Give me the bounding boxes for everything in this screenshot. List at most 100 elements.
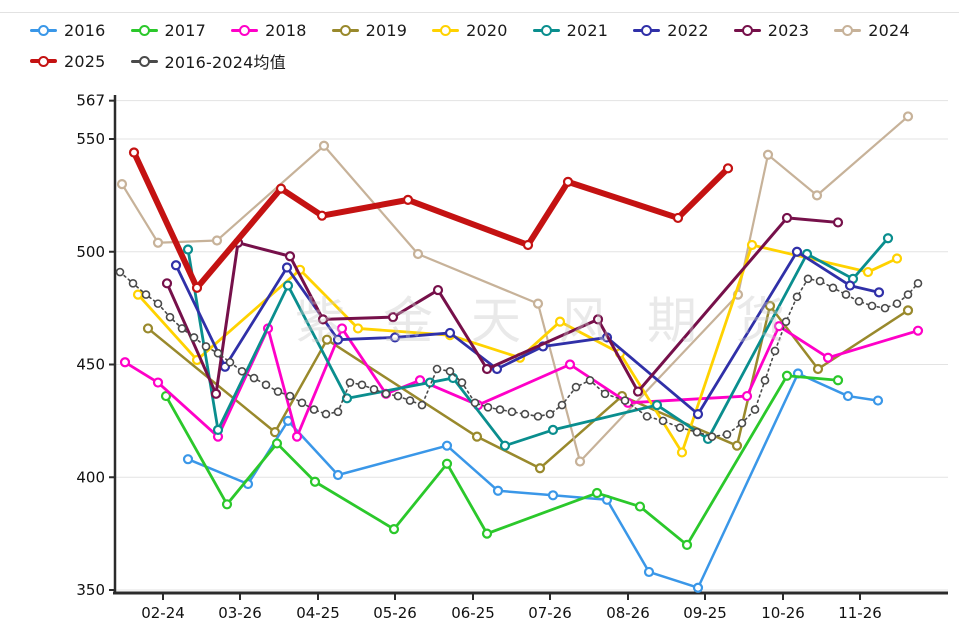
legend-line-circle-icon — [30, 23, 57, 37]
x-axis-tick-label: 05-26 — [373, 604, 417, 622]
series-point-2016 — [643, 566, 655, 578]
legend-item-2025[interactable]: 2025 — [30, 52, 106, 71]
series-point-2016-2024- — [557, 400, 567, 410]
series-point-2016-2024- — [867, 301, 877, 311]
series-point-2022 — [389, 332, 401, 343]
x-axis-tick-label: 11-26 — [838, 604, 882, 622]
series-point-2017 — [388, 524, 400, 535]
legend-item-2016-2024-[interactable]: 2016-2024均值 — [130, 49, 286, 73]
series-point-2018 — [773, 321, 785, 332]
x-axis-tick-label: 03-26 — [218, 604, 262, 622]
legend-label: 2024 — [868, 20, 910, 40]
legend-label: 2025 — [64, 51, 106, 71]
series-point-2019 — [731, 440, 743, 451]
series-point-2019 — [471, 431, 483, 442]
series-point-2025 — [522, 239, 534, 251]
series-point-2022 — [170, 260, 182, 271]
series-point-2017 — [781, 370, 793, 381]
series-point-2016-2024- — [309, 405, 319, 414]
series-point-2016-2024- — [333, 407, 343, 417]
series-point-2016-2024- — [417, 400, 427, 410]
series-point-2016-2024- — [880, 303, 890, 313]
series-point-2024 — [211, 235, 223, 246]
y-axis-tick-label: 350 — [76, 581, 105, 599]
series-point-2024 — [412, 248, 424, 260]
series-line-2019 — [146, 304, 910, 470]
series-point-2016-2024- — [815, 276, 825, 286]
series-point-2022 — [332, 334, 344, 345]
series-point-2016-2024- — [115, 267, 125, 277]
series-point-2023 — [432, 284, 444, 296]
series-point-2018 — [564, 359, 576, 370]
legend-item-2019[interactable]: 2019 — [331, 20, 408, 40]
legend-label: 2021 — [566, 20, 609, 40]
legend-item-2018[interactable]: 2018 — [231, 21, 307, 40]
legend-item-2024[interactable]: 2024 — [834, 21, 910, 40]
legend-label: 2017 — [164, 20, 207, 40]
series-point-2016-2024- — [189, 333, 199, 342]
series-point-2016-2024- — [285, 391, 295, 401]
legend-item-2020[interactable]: 2020 — [432, 21, 508, 40]
series-point-2024 — [318, 140, 330, 151]
series-point-2020 — [676, 447, 688, 458]
series-point-2016-2024- — [585, 375, 595, 385]
legend-row-2: 2025 2016-2024均值 — [30, 47, 935, 75]
legend-line-circle-icon — [130, 23, 158, 37]
x-axis-tick-label: 09-25 — [683, 604, 727, 622]
series-point-2016-2024- — [760, 375, 770, 385]
series-point-2024 — [152, 237, 164, 248]
series-point-2020 — [352, 323, 364, 334]
series-point-2023 — [317, 314, 329, 325]
legend-item-2022[interactable]: 2022 — [633, 21, 709, 40]
series-point-2016-2024- — [533, 412, 543, 421]
series-point-2016-2024- — [803, 274, 813, 284]
series-point-2016-2024- — [841, 290, 851, 299]
series-point-2021 — [282, 280, 294, 291]
series-point-2016-2024- — [781, 317, 791, 326]
series-point-2016-2024- — [369, 385, 379, 394]
series-point-2018 — [152, 377, 164, 388]
series-point-2021 — [547, 424, 559, 435]
series-point-2017 — [681, 539, 693, 551]
x-axis-tick-label: 02-24 — [141, 604, 185, 622]
series-point-2025 — [128, 147, 140, 158]
series-point-2023 — [592, 314, 604, 325]
legend-line-circle-icon — [331, 23, 359, 37]
series-point-2016-2024- — [854, 297, 864, 306]
legend-label: 2019 — [365, 20, 408, 40]
series-point-2016-2024- — [792, 292, 802, 302]
series-point-2018 — [822, 352, 834, 363]
series-point-2020 — [554, 316, 566, 327]
series-point-2016 — [182, 454, 194, 465]
series-line-2025 — [131, 149, 731, 291]
series-point-2017 — [481, 528, 493, 539]
series-point-2025 — [402, 194, 414, 205]
series-point-2020 — [746, 239, 758, 251]
series-point-2024 — [762, 149, 774, 160]
series-point-2016-2024- — [457, 378, 467, 387]
legend-item-2023[interactable]: 2023 — [733, 20, 810, 40]
legend-label: 2022 — [667, 20, 709, 40]
legend-item-2021[interactable]: 2021 — [532, 20, 609, 40]
series-point-2016-2024- — [381, 389, 391, 399]
x-axis-tick-label: 08-26 — [606, 604, 650, 622]
series-point-2019 — [321, 334, 333, 345]
series-point-2016-2024- — [520, 409, 530, 419]
legend-label: 2023 — [767, 20, 810, 40]
series-point-2016 — [332, 469, 344, 481]
series-point-2016-2024- — [273, 387, 283, 396]
legend-item-2016[interactable]: 2016 — [30, 21, 106, 40]
series-point-2023 — [387, 312, 399, 323]
legend-item-2017[interactable]: 2017 — [130, 20, 207, 40]
series-point-2016-2024- — [892, 299, 902, 308]
y-axis-tick-label: 400 — [76, 468, 105, 486]
series-point-2020 — [891, 253, 903, 264]
series-point-2019 — [812, 363, 824, 375]
series-point-2016 — [441, 440, 453, 451]
series-point-2016-2024- — [620, 396, 630, 405]
series-point-2016 — [492, 485, 504, 496]
series-point-2018 — [291, 431, 303, 442]
series-point-2016 — [872, 395, 884, 406]
series-point-2016-2024- — [770, 346, 780, 356]
